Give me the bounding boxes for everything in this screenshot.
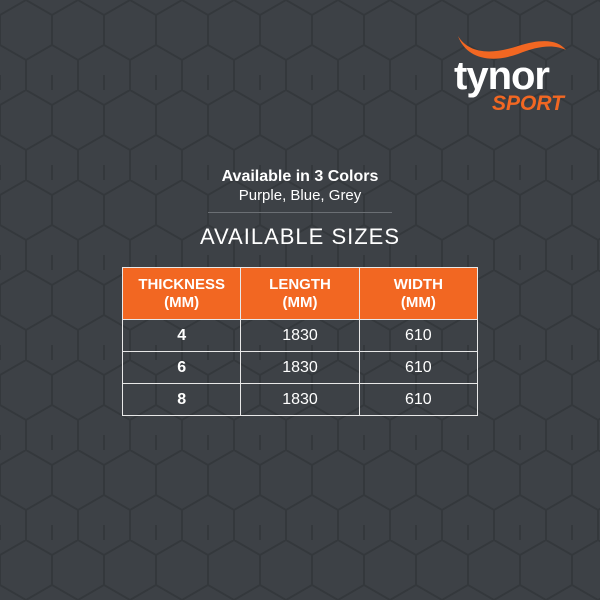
colors-info: Available in 3 Colors Purple, Blue, Grey bbox=[0, 168, 600, 204]
cell-thickness: 8 bbox=[121, 383, 242, 416]
header-width: WIDTH (MM) bbox=[358, 267, 479, 320]
cell-length: 1830 bbox=[240, 351, 360, 384]
swoosh-icon bbox=[458, 36, 566, 59]
cell-thickness: 4 bbox=[121, 319, 242, 352]
cell-length: 1830 bbox=[240, 383, 360, 416]
table-row: 8 1830 610 bbox=[121, 383, 479, 416]
colors-title: Available in 3 Colors bbox=[221, 168, 379, 185]
colors-list: Purple, Blue, Grey bbox=[238, 187, 362, 204]
table-header: THICKNESS (MM) LENGTH (MM) WIDTH (MM) bbox=[121, 267, 479, 320]
brand-sub: SPORT bbox=[492, 92, 564, 115]
header-length: LENGTH (MM) bbox=[240, 267, 360, 320]
sizes-title: AVAILABLE SIZES bbox=[199, 224, 401, 249]
cell-width: 610 bbox=[358, 383, 479, 416]
brand-name: tynor bbox=[454, 54, 550, 98]
cell-length: 1830 bbox=[240, 319, 360, 352]
table-row: 6 1830 610 bbox=[121, 351, 479, 384]
table-row: 4 1830 610 bbox=[121, 319, 479, 352]
cell-thickness: 6 bbox=[121, 351, 242, 384]
cell-width: 610 bbox=[358, 319, 479, 352]
cell-width: 610 bbox=[358, 351, 479, 384]
tynor-sport-logo: tynor SPORT bbox=[448, 32, 578, 115]
sizes-table: THICKNESS (MM) LENGTH (MM) WIDTH (MM) 4 183… bbox=[121, 267, 479, 416]
header-thickness: THICKNESS (MM) bbox=[121, 267, 242, 320]
divider bbox=[208, 212, 392, 213]
